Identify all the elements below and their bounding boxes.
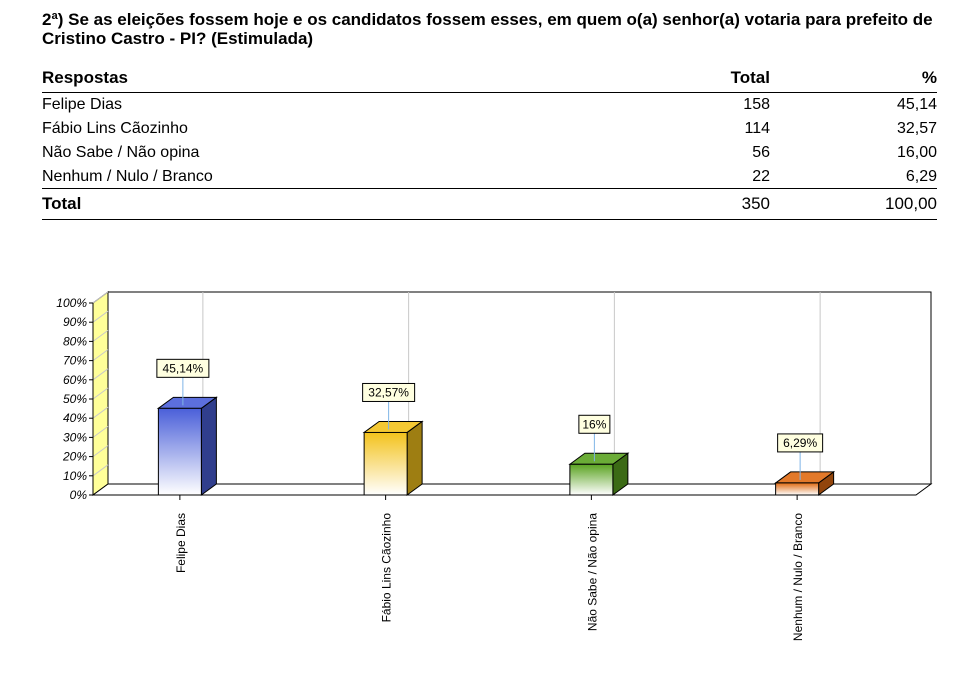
gridline-side: [92, 406, 109, 419]
chart-back-wall: [107, 291, 932, 485]
header-pct: %: [770, 64, 937, 93]
row-label: Nenhum / Nulo / Branco: [42, 167, 213, 185]
gridline-side: [92, 310, 109, 323]
row-label: Felipe Dias: [42, 96, 123, 113]
data-label: 45,14%: [163, 361, 204, 375]
row-total: 22: [752, 167, 770, 185]
data-label-box: [578, 414, 611, 434]
y-tick-label: 50%: [63, 392, 87, 406]
data-label: 16%: [582, 417, 606, 431]
row-total: 114: [744, 120, 770, 137]
row-total: 158: [743, 96, 770, 113]
gridline-side: [92, 329, 109, 342]
row-pct: 6,29: [905, 167, 937, 185]
gridline-side: [92, 368, 109, 381]
gridline-side: [92, 291, 109, 304]
y-tick-label: 40%: [63, 411, 87, 425]
y-tick-label: 20%: [62, 450, 87, 464]
bar: [775, 482, 820, 496]
y-tick-label: 0%: [70, 488, 88, 502]
row-pct: 16,00: [896, 144, 937, 161]
header-respostas: Respostas: [42, 64, 642, 93]
y-tick-label: 30%: [63, 430, 87, 444]
table-row: Fábio Lins Cãozinho 114 32,57: [42, 117, 937, 141]
total-count: 350: [642, 188, 770, 220]
row-label: Não Sabe / Não opina: [42, 144, 200, 161]
category-label: Não Sabe / Não opina: [585, 513, 599, 631]
y-tick-label: 100%: [56, 296, 87, 310]
row-total: 56: [752, 144, 770, 161]
results-table: Respostas Total % Felipe Dias 158 45,14 …: [42, 64, 937, 220]
table-header-row: Respostas Total %: [42, 64, 937, 93]
row-pct: 45,14: [896, 96, 937, 113]
gridline-side: [92, 445, 109, 458]
gridline-side: [92, 425, 109, 438]
y-tick-label: 70%: [63, 354, 87, 368]
data-label: 6,29%: [783, 436, 817, 450]
data-label-box: [777, 433, 824, 453]
data-label-box: [362, 382, 416, 402]
table-total-row: Total 350 100,00: [42, 188, 937, 220]
total-pct: 100,00: [770, 188, 937, 220]
bar: [569, 463, 614, 496]
table-row: Nenhum / Nulo / Branco 22 6,29: [42, 165, 937, 189]
bar-side: [200, 396, 217, 496]
question-title: 2ª) Se as eleições fossem hoje e os cand…: [42, 10, 933, 48]
y-tick-label: 10%: [63, 469, 87, 483]
category-label: Nenhum / Nulo / Branco: [791, 513, 805, 641]
y-tick-label: 80%: [63, 334, 87, 348]
bar-side: [406, 420, 423, 496]
y-tick-label: 60%: [63, 373, 87, 387]
row-label: Fábio Lins Cãozinho: [42, 120, 188, 137]
table-row: Não Sabe / Não opina 56 16,00: [42, 141, 937, 165]
gridline-side: [92, 464, 109, 477]
bar: [157, 407, 202, 496]
y-tick-label: 90%: [63, 315, 87, 329]
table-row: Felipe Dias 158 45,14: [42, 93, 937, 118]
row-pct: 32,57: [896, 120, 937, 137]
total-label: Total: [42, 188, 642, 220]
data-label: 32,57%: [368, 385, 409, 399]
data-label-box: [156, 358, 210, 378]
gridline-side: [92, 387, 109, 400]
category-label: Felipe Dias: [174, 513, 188, 573]
gridline-side: [92, 349, 109, 362]
header-total: Total: [642, 64, 770, 93]
bar: [363, 431, 408, 496]
category-label: Fábio Lins Cãozinho: [380, 513, 394, 623]
